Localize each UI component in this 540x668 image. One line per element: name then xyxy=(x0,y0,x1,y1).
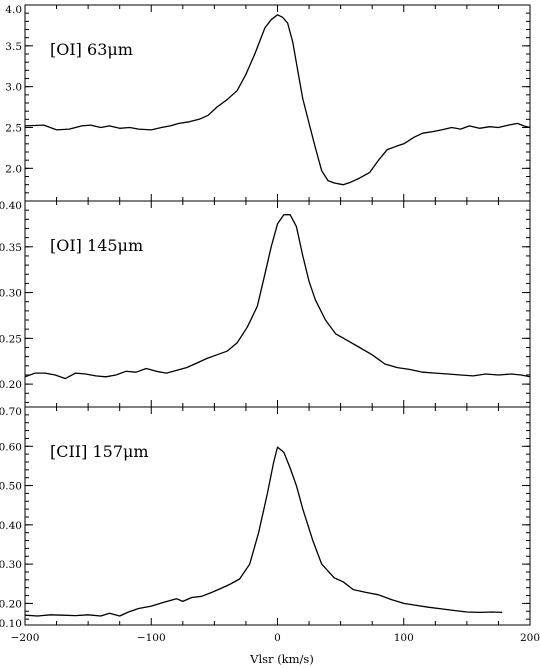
panel-1: 2.0 2.5 3.0 3.5 4.0 [OI] 63μm xyxy=(5,4,531,202)
x-tick-label: 0 xyxy=(274,632,281,644)
x-tick-label: 200 xyxy=(520,632,540,644)
y-tick-label: 0.10 xyxy=(0,618,22,630)
panel-frame xyxy=(24,406,531,626)
y-tick-label: 0.30 xyxy=(0,559,22,571)
y-tick-label: 3.5 xyxy=(5,41,22,53)
y-tick-label: 0.20 xyxy=(0,598,22,610)
panel-3: 0.20 0.30 0.40 0.50 0.60 0.70 0.10 [CII] 157μm xyxy=(0,406,531,630)
y-tick-label: 0.40 xyxy=(0,200,22,212)
x-axis-label: Vlsr (km/s) xyxy=(249,652,314,666)
y-tick-label: 4.0 xyxy=(5,4,22,16)
panel-label: [OI] 145μm xyxy=(50,236,143,255)
y-tick-label: 0.30 xyxy=(0,288,22,300)
y-tick-label: 2.5 xyxy=(5,123,22,135)
panel-2: 0.20 0.25 0.30 0.35 0.40 [OI] 145μm xyxy=(0,200,531,408)
spectrum-line-1 xyxy=(24,14,531,186)
spectrum-line-2 xyxy=(24,214,531,380)
y-tick-label: 0.50 xyxy=(0,481,22,493)
spectrum-line-3 xyxy=(24,446,503,617)
y-tick-label: 2.0 xyxy=(5,163,22,175)
y-tick-label: 0.25 xyxy=(0,333,22,345)
panel-label: [CII] 157μm xyxy=(50,442,149,461)
panel-label: [OI] 63μm xyxy=(50,40,133,59)
x-tick-label: −200 xyxy=(11,632,40,644)
panel-frame xyxy=(24,4,531,202)
y-tick-label: 0.35 xyxy=(0,242,22,254)
y-tick-label: 0.70 xyxy=(0,406,22,418)
y-tick-label: 0.40 xyxy=(0,520,22,532)
y-tick-label: 3.0 xyxy=(5,82,22,94)
x-tick-label: −100 xyxy=(137,632,166,644)
y-tick-label: 0.20 xyxy=(0,379,22,391)
x-tick-label: 100 xyxy=(394,632,414,644)
y-tick-label: 0.60 xyxy=(0,441,22,453)
